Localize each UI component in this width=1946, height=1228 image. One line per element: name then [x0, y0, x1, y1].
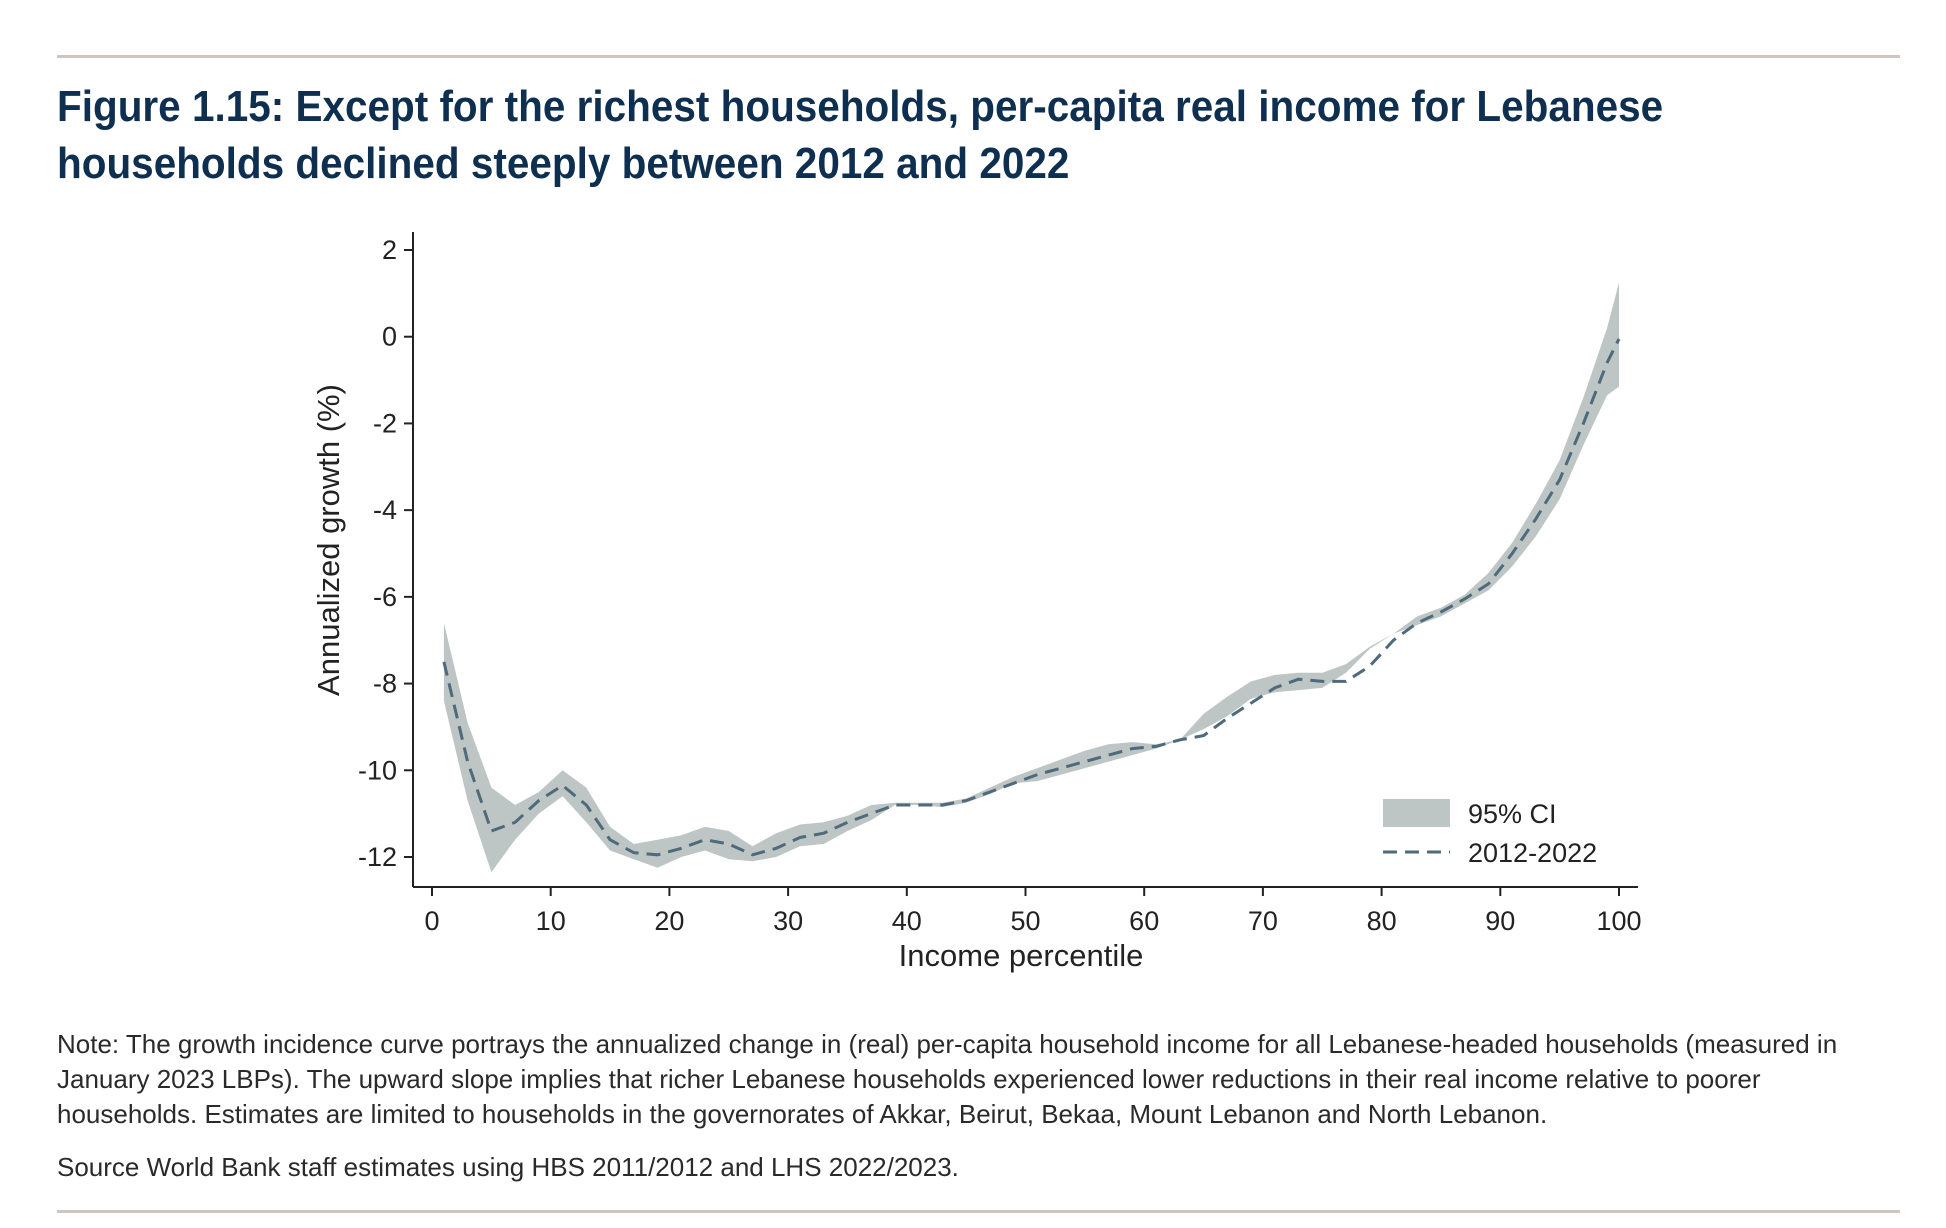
x-tick-label-10: 10 — [536, 906, 566, 936]
x-tick-label-80: 80 — [1367, 906, 1397, 936]
y-tick-label--8: -8 — [373, 669, 397, 699]
x-tick-label-60: 60 — [1129, 906, 1159, 936]
ci-band-layer — [443, 282, 1619, 873]
x-axis-label: Income percentile — [899, 938, 1144, 973]
y-tick-label--4: -4 — [373, 495, 397, 525]
axes-layer — [412, 232, 1638, 888]
legend-ci-swatch — [1383, 799, 1450, 827]
figure-source: Source World Bank staff estimates using … — [57, 1152, 959, 1182]
y-tick-label--6: -6 — [373, 582, 397, 612]
series-line-2012-2022 — [442, 338, 1621, 857]
x-tick-label-0: 0 — [424, 906, 439, 936]
figure-title: Figure 1.15: Except for the richest hous… — [57, 82, 1664, 188]
x-tick-label-20: 20 — [654, 906, 684, 936]
legend-ci-label: 95% CI — [1468, 799, 1557, 829]
x-tick-label-40: 40 — [892, 906, 922, 936]
bottom-rule — [57, 1210, 1900, 1213]
chart: 0 10 20 30 40 50 60 70 80 90 100 20-2-4-6-8-10-12 … — [311, 232, 1642, 973]
legend-line-label: 2012-2022 — [1468, 838, 1597, 868]
x-tick-label-100: 100 — [1596, 906, 1641, 936]
x-tick-label-90: 90 — [1485, 906, 1515, 936]
x-ticks: 0 10 20 30 40 50 60 70 80 90 100 — [424, 887, 1642, 936]
ci-band-95 — [443, 282, 1619, 873]
x-tick-label-30: 30 — [773, 906, 803, 936]
legend: 95% CI 2012-2022 — [1383, 799, 1597, 868]
top-rule — [57, 55, 1900, 58]
x-tick-label-70: 70 — [1248, 906, 1278, 936]
x-tick-label-50: 50 — [1010, 906, 1040, 936]
y-tick-label-0: 0 — [382, 322, 397, 352]
y-ticks: 2 0 -2 -4 -6 -8 -10 -12 — [358, 235, 413, 872]
figure-note: Note: The growth incidence curve portray… — [57, 1029, 1838, 1129]
y-tick-label-2: 2 — [382, 235, 397, 265]
y-axis-label: Annualized growth (%) — [311, 384, 346, 696]
y-tick-label--10: -10 — [358, 755, 397, 785]
y-tick-label--2: -2 — [373, 408, 397, 438]
line-layer — [442, 338, 1621, 857]
y-tick-label--12: -12 — [358, 842, 397, 872]
